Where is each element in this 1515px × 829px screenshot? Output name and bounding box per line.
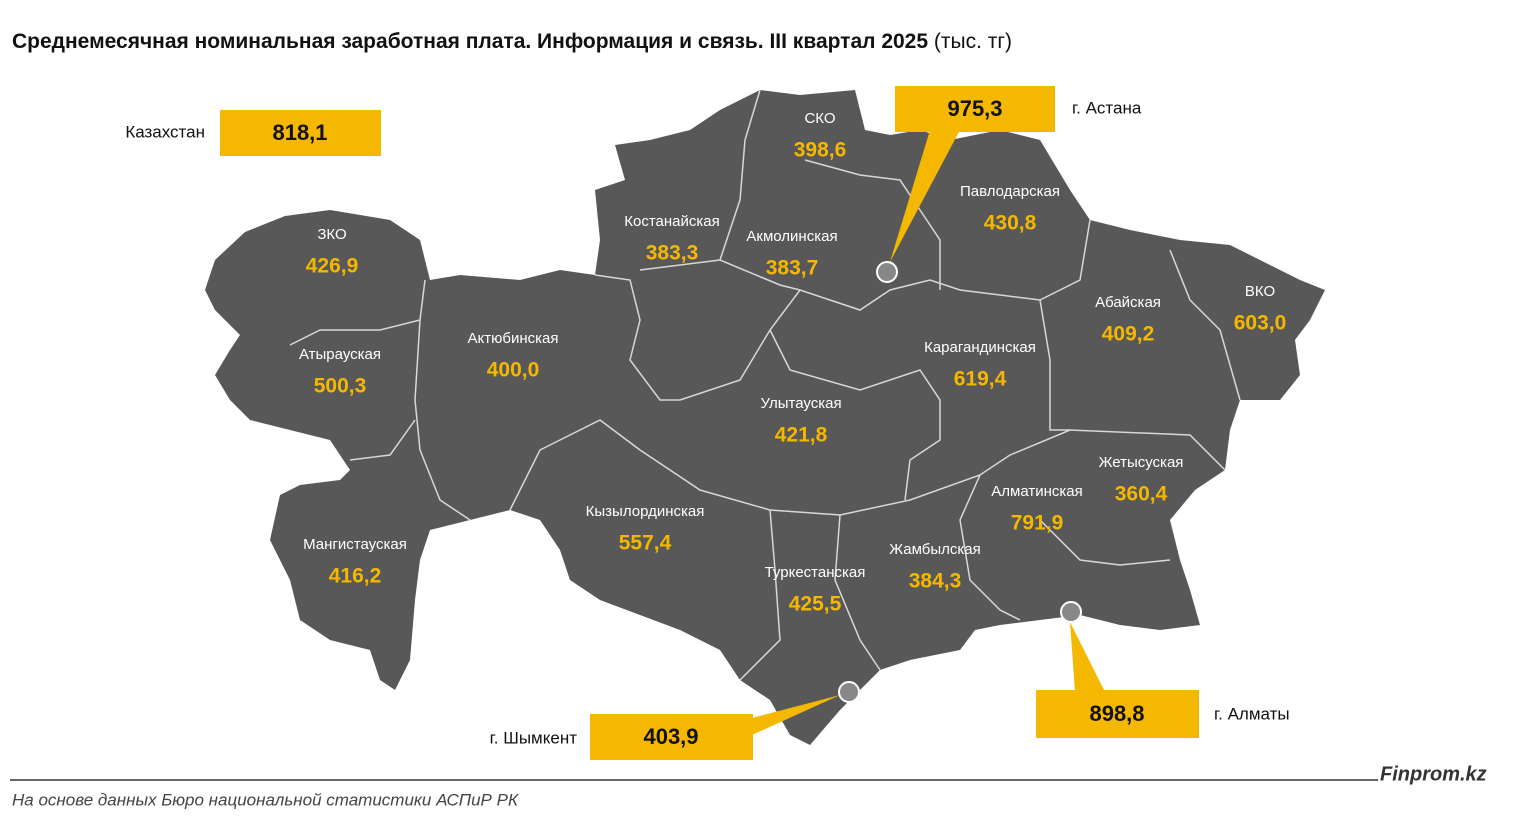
region-value: 619,4 — [954, 368, 1007, 391]
astana-box — [895, 86, 1055, 132]
region-name: Костанайская — [624, 213, 720, 230]
region-name: Алматинская — [991, 483, 1082, 500]
national-label: Казахстан — [125, 122, 205, 141]
astana-value: 975,3 — [947, 96, 1002, 121]
almaty-box — [1036, 690, 1199, 738]
almaty-label: г. Алматы — [1214, 704, 1290, 723]
region-name: Абайская — [1095, 294, 1161, 311]
region-name: ЗКО — [317, 226, 346, 243]
country-shape — [205, 90, 1325, 745]
region-name: ВКО — [1245, 283, 1275, 300]
region-value: 500,3 — [314, 375, 367, 398]
region-value: 791,9 — [1011, 512, 1064, 535]
region-name: Павлодарская — [960, 183, 1060, 200]
region-value: 430,8 — [984, 212, 1037, 235]
almaty-pointer — [1070, 622, 1105, 692]
region-value: 360,4 — [1115, 483, 1168, 506]
region-value: 384,3 — [909, 570, 962, 593]
region-name: Мангистауская — [303, 536, 407, 553]
region-value: 603,0 — [1234, 312, 1287, 335]
region-value: 400,0 — [487, 359, 540, 382]
region-name: СКО — [804, 110, 835, 127]
region-name: Жетысуская — [1099, 454, 1184, 471]
region-value: 421,8 — [775, 424, 828, 447]
national-value: 818,1 — [272, 120, 327, 145]
region-name: Туркестанская — [765, 564, 866, 581]
title-unit: (тыс. тг) — [934, 30, 1012, 53]
region-name: Карагандинская — [924, 339, 1036, 356]
region-name: Актюбинская — [468, 330, 559, 347]
region-name: Жамбылская — [889, 541, 981, 558]
region-borders — [289, 89, 1241, 681]
astana-marker — [876, 261, 898, 283]
title: Среднемесячная номинальная заработная пл… — [12, 30, 1012, 53]
astana-pointer — [890, 130, 960, 262]
region-value: 426,9 — [306, 255, 359, 278]
almaty-marker — [1060, 601, 1082, 623]
region-name: Акмолинская — [746, 228, 837, 245]
region-value: 416,2 — [329, 565, 382, 588]
region-name: Кызылординская — [586, 503, 705, 520]
astana-label: г. Астана — [1072, 98, 1142, 117]
region-value: 425,5 — [789, 593, 842, 616]
national-box — [220, 110, 381, 156]
source: На основе данных Бюро национальной стати… — [12, 790, 519, 809]
region-value: 383,3 — [646, 242, 699, 265]
region-value: 557,4 — [619, 532, 672, 555]
shymkent-marker — [838, 681, 860, 703]
shymkent-value: 403,9 — [643, 724, 698, 749]
region-name: Атырауская — [299, 346, 381, 363]
brand: Finprom.kz — [1380, 763, 1487, 785]
region-name: Улытауская — [760, 395, 841, 412]
region-value: 383,7 — [766, 257, 819, 280]
region-value: 398,6 — [794, 139, 847, 162]
shymkent-box — [590, 714, 753, 760]
title-text: Среднемесячная номинальная заработная пл… — [12, 30, 928, 53]
shymkent-pointer — [752, 695, 840, 735]
almaty-value: 898,8 — [1089, 701, 1144, 726]
shymkent-label: г. Шымкент — [490, 728, 578, 747]
region-value: 409,2 — [1102, 323, 1155, 346]
